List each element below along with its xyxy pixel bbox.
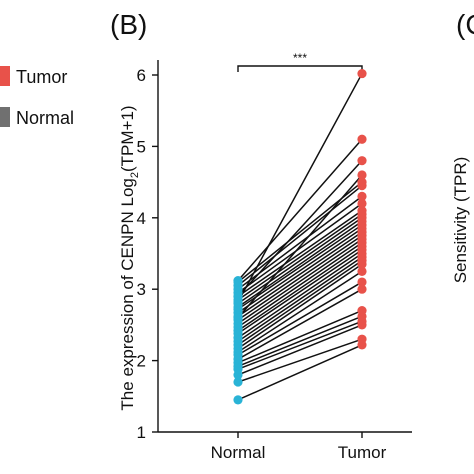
tumor-point [357,68,367,79]
tumor-point [357,198,367,209]
panel-label-c: (C [456,9,474,40]
pair-line [237,256,363,342]
y-axis-title: The expression of CENPN Log2(TPM+1) [118,105,141,410]
normal-point [233,276,243,286]
pair-line [237,263,363,350]
pair-line [237,249,363,335]
pair-line [237,224,363,310]
pair-line [237,281,363,356]
tumor-point [357,134,367,144]
legend-swatch-tumor [0,66,10,86]
tumor-point [357,156,367,166]
tumor-point [357,191,367,201]
pair-line [237,73,363,303]
legend-swatch-normal [0,107,10,127]
y-tick-label: 4 [137,209,146,228]
pair-line [237,138,363,282]
y-axis-title-unit: (TPM+1) [118,105,137,172]
pair-line [237,202,363,294]
pair-line [237,185,363,287]
pair-line [237,238,363,325]
pair-line [237,344,363,401]
pair-line [237,245,363,332]
pair-line [237,315,363,368]
pair-line [237,160,363,297]
y-tick-label: 1 [137,423,146,442]
pair-line [237,260,363,346]
tumor-point [357,177,367,187]
y-ticks: 1 2 3 4 5 6 [137,66,158,442]
pair-line [237,288,363,360]
panel-label-b: (B) [110,9,147,40]
significance-bracket: *** [237,51,363,72]
significance-label: *** [293,51,307,65]
x-ticks: Normal Tumor [211,432,387,462]
legend-label-normal: Normal [16,108,74,128]
tumor-point [357,284,367,294]
y-tick-label: 3 [137,280,146,299]
pair-line [237,252,363,339]
right-panel-y-label: Sensitivity (TPR) [451,157,470,284]
pair-line [237,309,363,364]
pair-line [237,227,363,314]
legend-label-tumor: Tumor [16,67,67,87]
pair-line [237,213,363,301]
pair-line [237,320,363,370]
tumor-points [357,68,367,350]
pair-lines [237,73,363,401]
pair-line [237,338,363,383]
pair-line [237,220,363,308]
pair-line [237,217,363,305]
y-tick-label: 5 [137,137,146,156]
pair-line [237,210,363,297]
normal-point [233,297,243,307]
pair-line [237,174,363,319]
y-axis-title-main: The expression of CENPN Log [118,178,137,410]
normal-point [233,313,243,323]
tumor-point [357,277,367,287]
pair-line [237,270,363,353]
pair-line [237,231,363,317]
normal-point [233,377,243,387]
legend: Tumor Normal [0,66,74,128]
normal-points [233,276,243,405]
tumor-point [357,334,367,344]
y-tick-label: 6 [137,66,146,85]
significance-bracket-line [237,65,363,72]
y-tick-label: 2 [137,352,146,371]
pair-line [237,242,363,328]
pair-line [237,235,363,321]
normal-point [233,395,243,405]
tumor-point [357,206,367,216]
tumor-point [357,266,367,276]
tumor-point [357,170,367,180]
y-axis-title-subscript: 2 [129,172,141,178]
pair-line [237,324,363,376]
tumor-point [357,306,367,316]
x-tick-label-tumor: Tumor [338,443,387,462]
x-tick-label-normal: Normal [211,443,266,462]
